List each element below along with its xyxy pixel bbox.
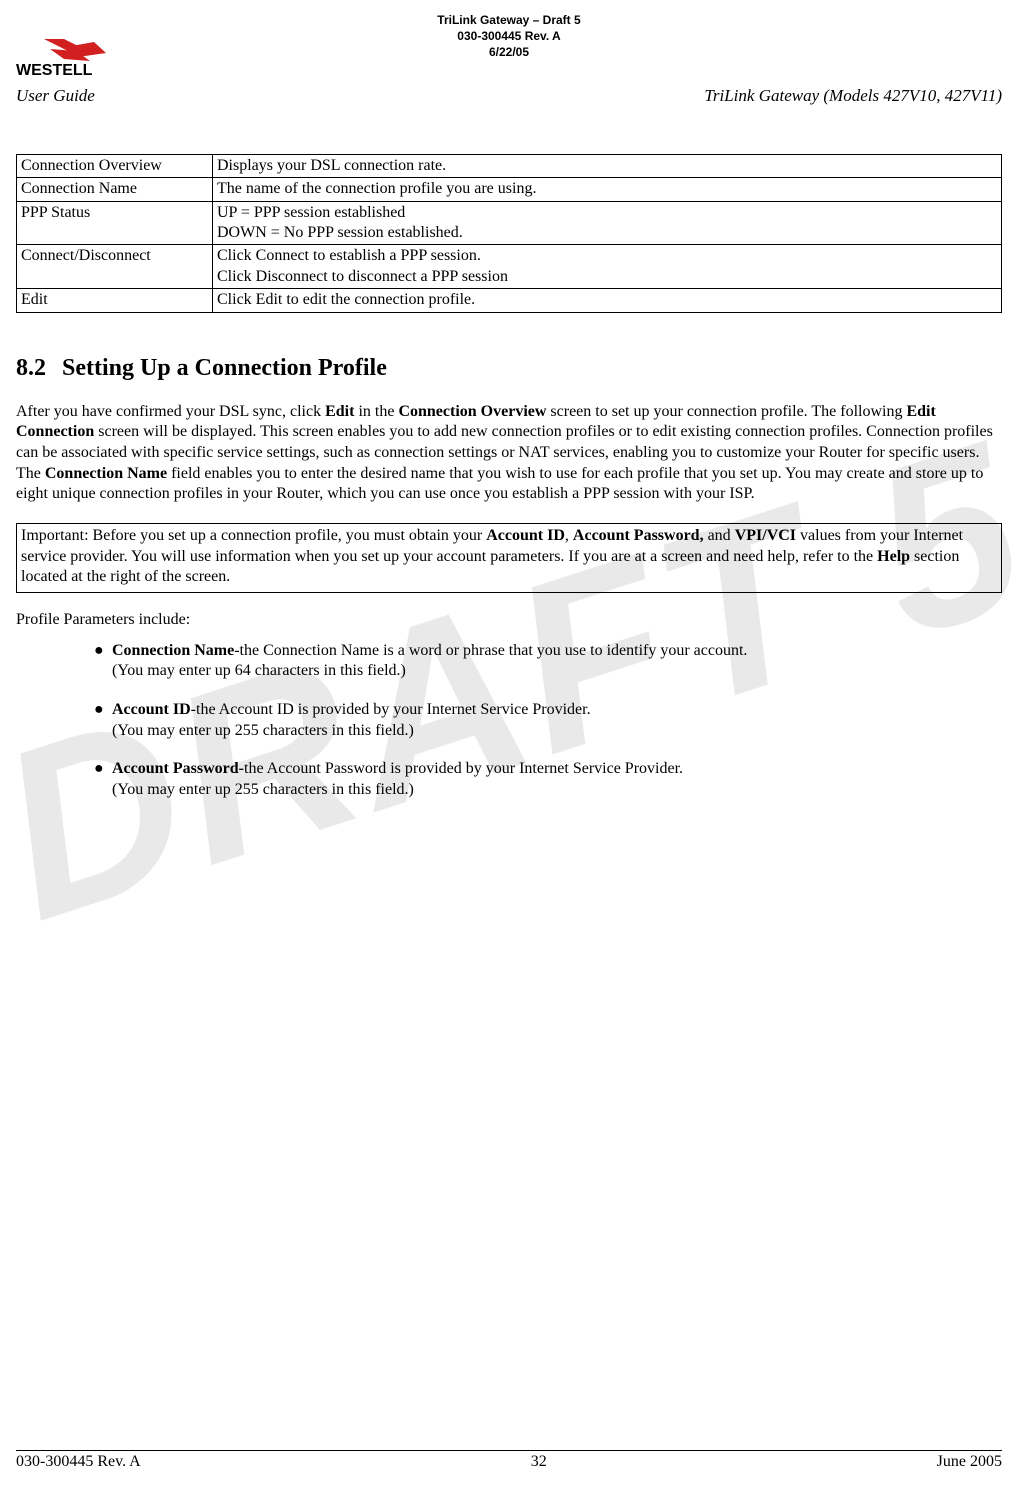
- note-text: and: [704, 527, 735, 544]
- profile-intro: Profile Parameters include:: [16, 611, 1002, 629]
- para-text: After you have confirmed your DSL sync, …: [16, 403, 325, 420]
- para-text: screen to set up your connection profile…: [546, 403, 906, 420]
- body-paragraph: After you have confirmed your DSL sync, …: [16, 402, 1002, 505]
- para-text: in the: [354, 403, 398, 420]
- bullet-bold: Account ID: [112, 701, 191, 718]
- table-row: Connection Overview Displays your DSL co…: [17, 154, 1002, 177]
- bullet-text: -the Connection Name is a word or phrase…: [234, 642, 747, 659]
- table-cell: Edit: [17, 289, 213, 312]
- bullet-bold: Connection Name: [112, 642, 234, 659]
- note-bold: VPI/VCI: [735, 527, 796, 544]
- table-cell: PPP Status: [17, 201, 213, 245]
- important-note-box: Important: Before you set up a connectio…: [16, 523, 1002, 593]
- note-bold: Account ID: [486, 527, 565, 544]
- table-cell: Click Connect to establish a PPP session…: [213, 245, 1002, 289]
- footer-center: 32: [531, 1453, 547, 1471]
- table-cell-line: DOWN = No PPP session established.: [217, 224, 463, 241]
- page-footer: 030-300445 Rev. A 32 June 2005: [16, 1450, 1002, 1471]
- table-row: PPP Status UP = PPP session established …: [17, 201, 1002, 245]
- table-cell: UP = PPP session established DOWN = No P…: [213, 201, 1002, 245]
- note-bold: Account Password,: [573, 527, 704, 544]
- bullet-icon: ●: [94, 759, 112, 780]
- table-cell: Click Edit to edit the connection profil…: [213, 289, 1002, 312]
- bullet-line2: (You may enter up 64 characters in this …: [112, 662, 406, 679]
- para-bold: Edit: [325, 403, 354, 420]
- table-row: Edit Click Edit to edit the connection p…: [17, 289, 1002, 312]
- note-text: ,: [565, 527, 573, 544]
- table-cell-line: UP = PPP session established: [217, 204, 405, 221]
- connection-table: Connection Overview Displays your DSL co…: [16, 154, 1002, 313]
- bullet-line2: (You may enter up 255 characters in this…: [112, 722, 414, 739]
- list-item: ● Connection Name-the Connection Name is…: [94, 641, 1002, 682]
- note-text: Important: Before you set up a connectio…: [21, 527, 486, 544]
- table-cell: Displays your DSL connection rate.: [213, 154, 1002, 177]
- section-heading: 8.2Setting Up a Connection Profile: [16, 355, 1002, 382]
- bullet-line2: (You may enter up 255 characters in this…: [112, 781, 414, 798]
- table-cell: Connect/Disconnect: [17, 245, 213, 289]
- westell-logo-icon: WESTELL: [16, 37, 126, 79]
- note-bold: Help: [877, 548, 910, 565]
- bullet-text: -the Account ID is provided by your Inte…: [191, 701, 591, 718]
- header-left-label: User Guide: [16, 86, 95, 106]
- table-cell: The name of the connection profile you a…: [213, 178, 1002, 201]
- table-row: Connect/Disconnect Click Connect to esta…: [17, 245, 1002, 289]
- list-item: ● Account Password-the Account Password …: [94, 759, 1002, 800]
- table-cell-line: Click Disconnect to disconnect a PPP ses…: [217, 268, 508, 285]
- bullet-bold: Account Password-: [112, 760, 244, 777]
- footer-left: 030-300445 Rev. A: [16, 1453, 141, 1471]
- table-cell: Connection Name: [17, 178, 213, 201]
- bullet-list: ● Connection Name-the Connection Name is…: [94, 641, 1002, 801]
- bullet-text: the Account Password is provided by your…: [244, 760, 683, 777]
- bullet-icon: ●: [94, 700, 112, 721]
- list-item: ● Account ID-the Account ID is provided …: [94, 700, 1002, 741]
- para-bold: Connection Overview: [398, 403, 546, 420]
- table-cell-line: Click Connect to establish a PPP session…: [217, 247, 481, 264]
- footer-right: June 2005: [937, 1453, 1002, 1471]
- table-cell: Connection Overview: [17, 154, 213, 177]
- para-bold: Connection Name: [45, 465, 167, 482]
- doc-title-line1: TriLink Gateway – Draft 5: [16, 12, 1002, 28]
- bullet-icon: ●: [94, 641, 112, 662]
- section-number: 8.2: [16, 355, 62, 382]
- footer-rule: [16, 1450, 1002, 1451]
- svg-text:WESTELL: WESTELL: [16, 62, 93, 79]
- header-right-label: TriLink Gateway (Models 427V10, 427V11): [704, 86, 1002, 106]
- logo-block: WESTELL: [16, 37, 1002, 84]
- table-row: Connection Name The name of the connecti…: [17, 178, 1002, 201]
- section-title: Setting Up a Connection Profile: [62, 355, 387, 381]
